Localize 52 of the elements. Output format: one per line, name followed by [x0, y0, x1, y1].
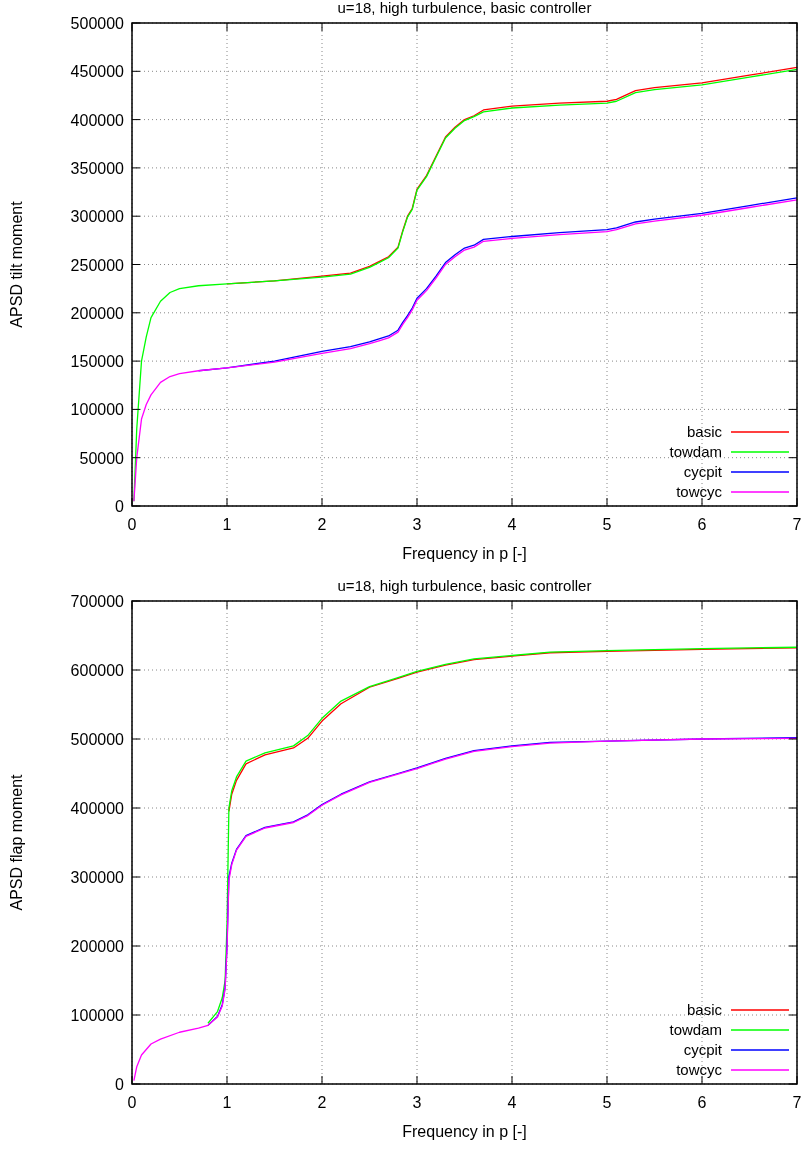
x-tick-label: 0 [127, 516, 137, 533]
y-tick-label: 450000 [70, 63, 125, 81]
y-tick-label: 100000 [70, 401, 125, 419]
y-tick-label: 150000 [70, 353, 125, 371]
x-tick-label: 1 [222, 516, 232, 533]
y-tick-label: 200000 [70, 938, 125, 955]
x-tick-label: 6 [697, 516, 707, 533]
y-tick-label: 500000 [70, 15, 125, 32]
legend-label: towdam [669, 1021, 722, 1038]
y-axis-title: APSD tilt moment [8, 200, 25, 328]
y-tick-label: 50000 [79, 449, 125, 467]
x-tick-label: 2 [317, 1094, 327, 1111]
x-tick-label: 4 [507, 516, 517, 533]
y-tick-label: 350000 [70, 159, 125, 177]
y-tick-label: 500000 [70, 731, 125, 748]
legend-label: cycpit [683, 1041, 723, 1058]
line-series [228, 647, 798, 813]
x-tick-label: 7 [792, 516, 802, 533]
chart-title: u=18, high turbulence, basic controller [337, 577, 592, 594]
y-tick-label: 0 [115, 498, 125, 515]
legend-label: basic [686, 1001, 723, 1018]
y-tick-label: 300000 [70, 208, 125, 226]
x-tick-label: 3 [412, 1094, 422, 1111]
y-axis-title: APSD flap moment [8, 773, 25, 911]
y-tick-label: 400000 [70, 111, 125, 129]
y-tick-label: 700000 [70, 593, 125, 610]
legend-label: towdam [669, 443, 722, 460]
x-tick-label: 3 [412, 516, 422, 533]
y-tick-label: 0 [115, 1076, 125, 1093]
x-axis-title: Frequency in p [-] [402, 545, 527, 562]
x-tick-label: 0 [127, 1094, 137, 1111]
y-tick-label: 600000 [70, 662, 125, 679]
x-tick-label: 5 [602, 516, 612, 533]
y-tick-label: 200000 [70, 304, 125, 322]
x-tick-label: 5 [602, 1094, 612, 1111]
legend-label: towcyc [676, 1061, 723, 1078]
y-tick-label: 300000 [70, 869, 125, 886]
line-series [207, 646, 798, 1024]
y-tick-label: 250000 [70, 256, 125, 274]
line-series [133, 199, 798, 502]
legend-label: basic [686, 423, 723, 440]
x-tick-label: 4 [507, 1094, 517, 1111]
y-tick-label: 400000 [70, 800, 125, 817]
x-tick-label: 2 [317, 516, 327, 533]
chart-title: u=18, high turbulence, basic controller [337, 0, 592, 16]
x-tick-label: 7 [792, 1094, 802, 1111]
x-axis-title: Frequency in p [-] [402, 1123, 527, 1140]
x-tick-label: 6 [697, 1094, 707, 1111]
x-tick-label: 1 [222, 1094, 232, 1111]
y-tick-label: 100000 [70, 1007, 125, 1024]
legend-label: towcyc [676, 483, 723, 500]
legend-label: cycpit [683, 463, 723, 480]
